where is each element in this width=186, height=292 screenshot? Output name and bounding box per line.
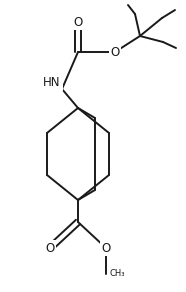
- Text: O: O: [73, 15, 83, 29]
- Text: O: O: [45, 241, 55, 255]
- Text: HN: HN: [43, 77, 61, 90]
- Text: O: O: [101, 241, 111, 255]
- Text: CH₃: CH₃: [109, 270, 124, 279]
- Text: O: O: [110, 46, 120, 58]
